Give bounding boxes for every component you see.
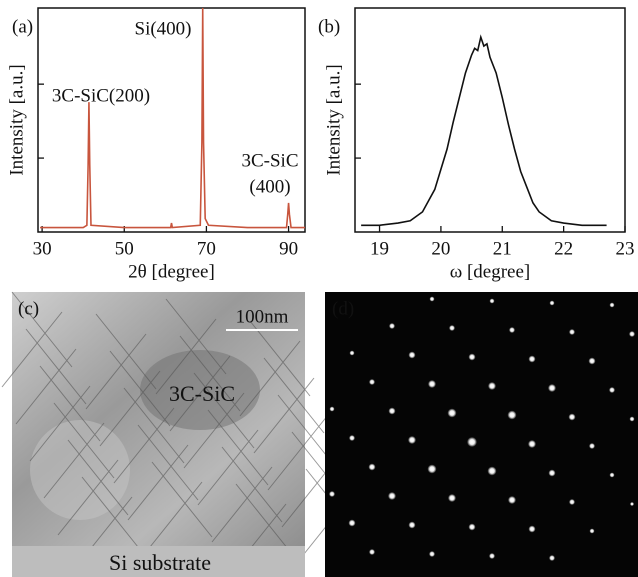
image-label: 3C-SiC (169, 381, 235, 406)
panel-label: (a) (12, 16, 33, 37)
spot (569, 329, 575, 335)
plot-frame (355, 8, 625, 232)
spot (369, 379, 375, 385)
x-tick-label: 50 (115, 238, 134, 259)
peak-annotation: 3C-SiC (241, 150, 298, 171)
spot (610, 303, 615, 308)
spot (488, 382, 496, 390)
spot (409, 352, 416, 359)
x-tick-label: 20 (431, 238, 450, 259)
spot (409, 522, 416, 529)
spot (369, 464, 376, 471)
spot (430, 297, 435, 302)
spot (529, 526, 536, 533)
x-tick-label: 22 (554, 238, 573, 259)
spot (630, 417, 635, 422)
spot (429, 551, 435, 557)
spot (330, 407, 335, 412)
spot (548, 384, 556, 392)
spot (489, 553, 495, 559)
panel-label: (b) (318, 16, 340, 37)
spot (488, 467, 497, 476)
spot (509, 327, 515, 333)
x-tick-label: 19 (370, 238, 389, 259)
scale-bar-label: 100nm (236, 306, 289, 327)
peak-annotation: Si(400) (135, 18, 192, 39)
spot (528, 440, 536, 448)
peak-annotation: 3C-SiC(200) (52, 85, 150, 106)
spot (589, 443, 595, 449)
y-axis-label: Intensity [a.u.] (323, 64, 344, 175)
x-tick-label: 21 (493, 238, 512, 259)
spot (549, 555, 555, 561)
spot (449, 325, 455, 331)
y-axis-label: Intensity [a.u.] (6, 64, 27, 175)
tem-image (2, 292, 366, 577)
peak-annotation: (400) (249, 176, 290, 197)
spot (389, 323, 395, 329)
spot (448, 494, 456, 502)
spot (629, 331, 635, 337)
spot (508, 411, 517, 420)
image-label: Si substrate (109, 550, 211, 575)
x-tick-label: 30 (33, 238, 52, 259)
x-axis-label: ω [degree] (450, 261, 531, 282)
spot (329, 491, 335, 497)
spot (428, 465, 437, 474)
spot (630, 502, 634, 506)
diffraction-background (325, 292, 638, 577)
spot (569, 499, 575, 505)
spot (508, 496, 516, 504)
spot (529, 356, 536, 363)
spot (569, 414, 576, 421)
figure: (c) 100nm 3C-SiC Si substrate (d) 30 50 70 90 2θ … (0, 0, 638, 577)
spot (349, 520, 356, 527)
spot (349, 435, 355, 441)
spot (590, 529, 595, 534)
spot (609, 387, 615, 393)
diffraction-image (325, 292, 638, 577)
spot (589, 358, 596, 365)
spot (469, 354, 476, 361)
spot (428, 380, 436, 388)
spot (350, 351, 355, 356)
x-axis-label: 2θ [degree] (128, 261, 215, 282)
data-line (361, 37, 606, 225)
plot-frame (38, 8, 305, 232)
spot (448, 409, 457, 418)
spot (610, 473, 615, 478)
spot (469, 524, 476, 531)
spot (369, 549, 375, 555)
spot (490, 299, 495, 304)
spot (550, 301, 555, 306)
spot (388, 492, 396, 500)
x-tick-label: 70 (197, 238, 216, 259)
page: {"chart_data": [ {"type": "line", "panel… (0, 0, 638, 577)
spot (467, 437, 477, 447)
spot (408, 436, 416, 444)
panel-label: (d) (332, 298, 354, 319)
spot (549, 470, 556, 477)
x-tick-label: 23 (616, 238, 635, 259)
panel-label: (c) (18, 298, 39, 319)
x-tick-label: 90 (279, 238, 298, 259)
spot (389, 408, 396, 415)
